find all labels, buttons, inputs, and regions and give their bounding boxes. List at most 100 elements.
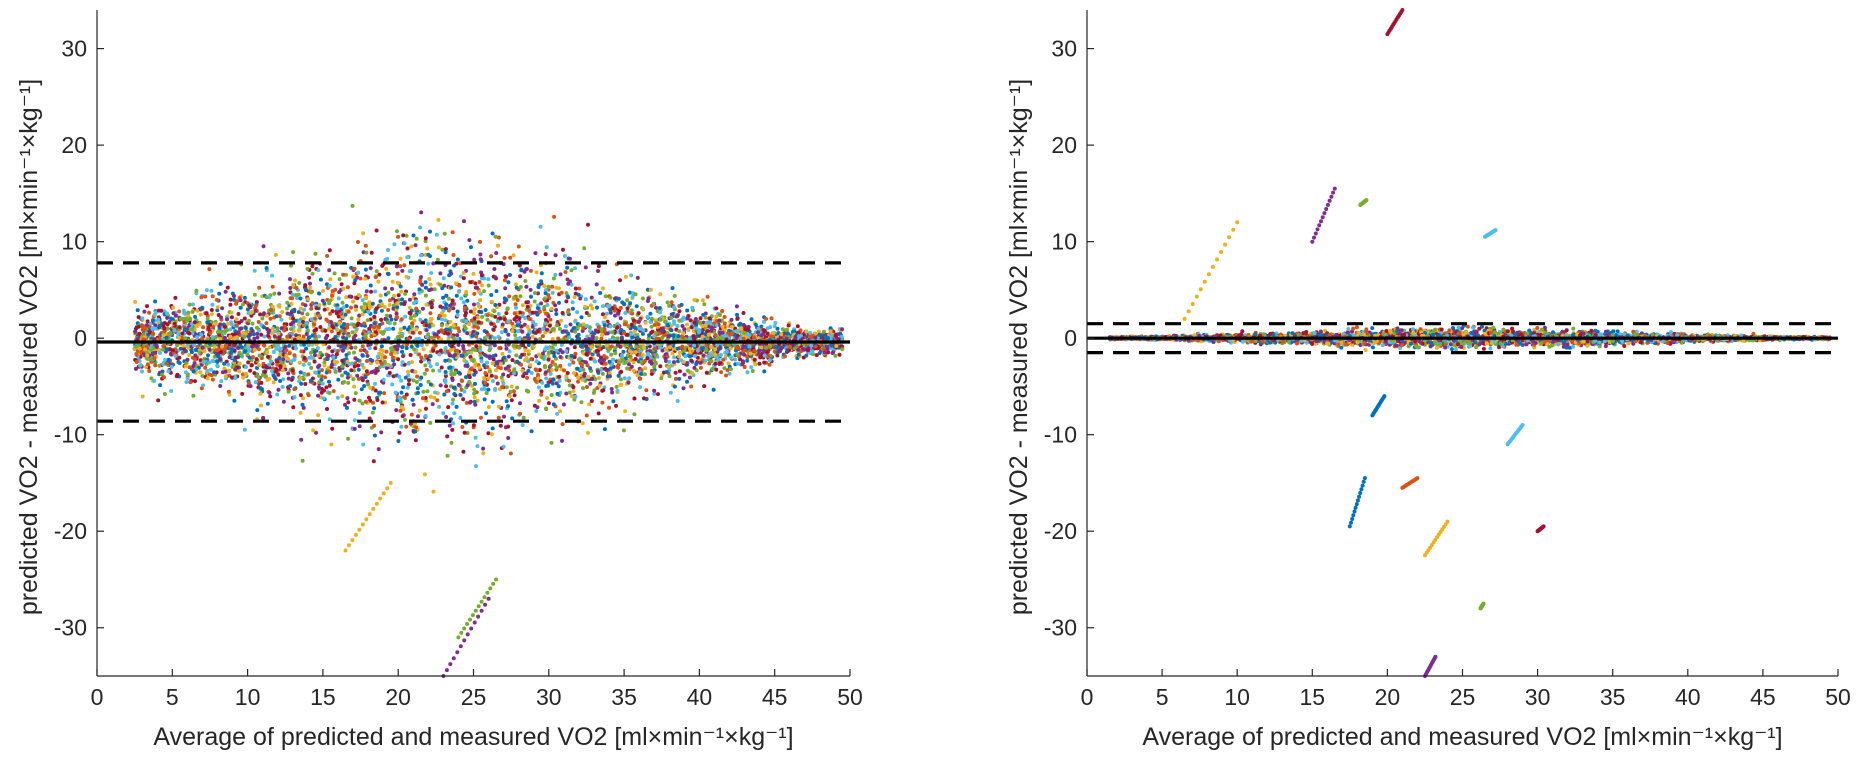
- data-point: [260, 316, 265, 321]
- data-point: [452, 392, 457, 396]
- data-point: [173, 353, 178, 358]
- data-point: [228, 334, 233, 339]
- data-point: [252, 268, 257, 273]
- data-point: [724, 373, 728, 378]
- data-point: [423, 293, 428, 298]
- data-point: [625, 366, 630, 371]
- data-point: [450, 401, 455, 406]
- data-point: [510, 358, 515, 363]
- data-point: [450, 301, 454, 306]
- data-point: [749, 365, 754, 370]
- data-point: [762, 360, 767, 365]
- data-point: [520, 368, 525, 373]
- data-point: [725, 349, 730, 354]
- data-point: [407, 310, 412, 315]
- data-point: [531, 344, 536, 349]
- data-point: [418, 225, 423, 230]
- data-point: [306, 393, 311, 398]
- data-point: [595, 348, 599, 353]
- data-point: [286, 357, 290, 361]
- data-point: [133, 329, 138, 334]
- data-point: [135, 308, 140, 313]
- data-point: [349, 316, 354, 321]
- data-point: [810, 349, 815, 354]
- data-point: [767, 358, 772, 363]
- data-point: [685, 379, 689, 384]
- data-point: [337, 277, 342, 282]
- data-point: [330, 426, 335, 431]
- data-point: [692, 320, 697, 325]
- data-point: [640, 352, 645, 357]
- data-point: [379, 344, 384, 349]
- data-point: [226, 389, 231, 394]
- data-point: [266, 333, 271, 338]
- data-point: [177, 335, 181, 340]
- data-point: [138, 363, 142, 368]
- data-point: [561, 402, 566, 407]
- data-point: [452, 411, 457, 416]
- data-point: [230, 375, 234, 380]
- data-point: [419, 275, 423, 280]
- data-point: [573, 351, 578, 356]
- data-point: [516, 323, 521, 328]
- data-point: [210, 312, 214, 317]
- data-point: [257, 328, 261, 333]
- data-point: [249, 313, 254, 318]
- data-point: [786, 323, 791, 328]
- data-point: [442, 392, 447, 397]
- data-point: [447, 423, 452, 428]
- data-point: [646, 336, 651, 341]
- data-point: [457, 329, 462, 334]
- data-point: [443, 380, 448, 385]
- data-point: [345, 322, 350, 327]
- data-point: [588, 381, 593, 386]
- data-point: [375, 360, 380, 365]
- data-point: [377, 272, 382, 277]
- data-point: [667, 359, 672, 364]
- data-point: [627, 290, 632, 295]
- data-point: [769, 316, 774, 321]
- data-point: [310, 355, 314, 360]
- data-point: [688, 318, 693, 323]
- data-point: [516, 329, 520, 334]
- data-point: [180, 331, 185, 336]
- data-point: [299, 437, 304, 442]
- data-point: [662, 333, 667, 338]
- data-point: [195, 308, 200, 313]
- data-point: [704, 347, 709, 352]
- data-point: [205, 320, 210, 325]
- data-point: [520, 329, 525, 334]
- data-point: [489, 373, 494, 378]
- data-point: [572, 326, 577, 330]
- data-point: [714, 306, 719, 311]
- data-point: [145, 304, 149, 309]
- data-point: [822, 329, 826, 334]
- data-point: [762, 369, 767, 374]
- data-point: [153, 350, 158, 355]
- data-point: [205, 316, 210, 321]
- data-point: [526, 389, 531, 394]
- data-point: [210, 358, 215, 363]
- data-point: [444, 389, 449, 394]
- data-point: [436, 217, 441, 222]
- data-point: [518, 411, 522, 416]
- data-point: [297, 280, 302, 285]
- data-point: [573, 266, 577, 271]
- data-point: [357, 398, 362, 403]
- data-point: [474, 334, 479, 339]
- data-point: [229, 350, 233, 355]
- data-point: [369, 370, 374, 375]
- data-point: [493, 314, 498, 319]
- data-point: [834, 344, 839, 348]
- data-point: [469, 366, 474, 371]
- data-point: [398, 284, 403, 289]
- data-point: [455, 309, 460, 314]
- data-point: [667, 303, 672, 308]
- data-point: [325, 407, 329, 411]
- data-point: [225, 317, 229, 322]
- data-point: [320, 381, 325, 386]
- data-point: [513, 282, 518, 287]
- data-point: [222, 366, 227, 371]
- data-point: [286, 389, 291, 394]
- data-point: [368, 357, 373, 362]
